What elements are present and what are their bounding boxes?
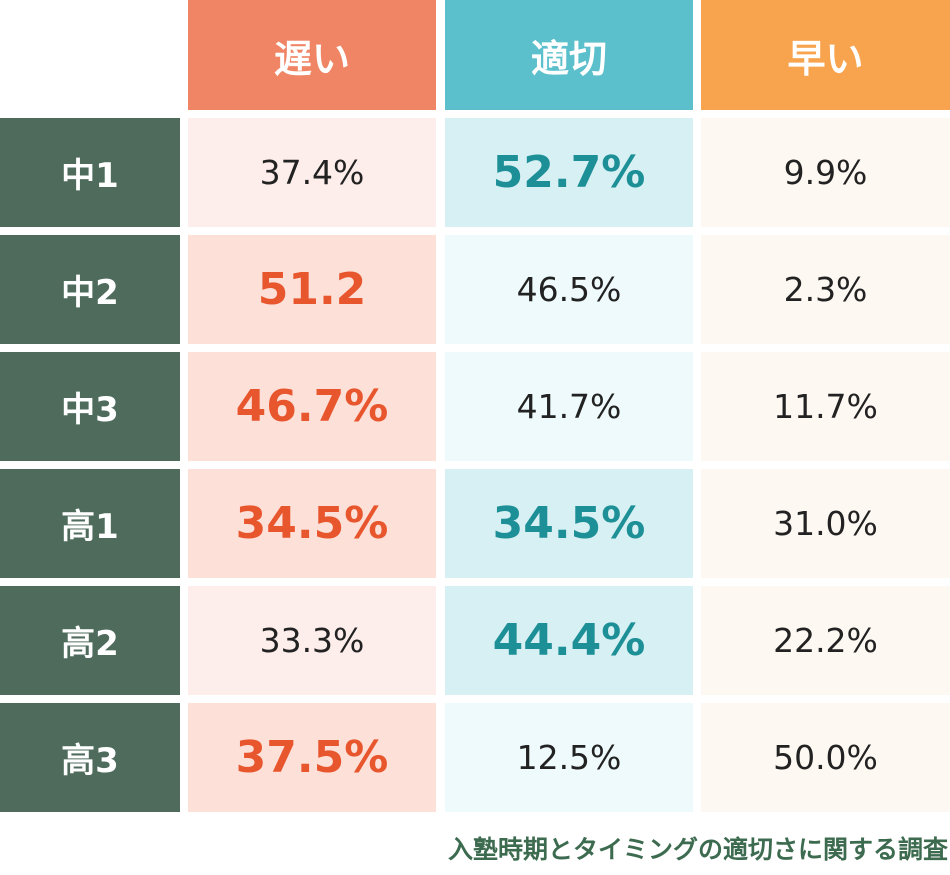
- table-cell-late: 34.5%: [188, 469, 436, 578]
- table-cell-late: 46.7%: [188, 352, 436, 461]
- row-header: 高2: [0, 586, 180, 695]
- table-cell-late: 51.2: [188, 235, 436, 344]
- table-cell-early: 9.9%: [701, 118, 950, 227]
- table-caption: 入塾時期とタイミングの適切さに関する調査: [447, 835, 948, 864]
- table-cell-ok: 34.5%: [445, 469, 693, 578]
- row-header: 高1: [0, 469, 180, 578]
- table-cell-late: 37.4%: [188, 118, 436, 227]
- row-header: 中1: [0, 118, 180, 227]
- table-cell-early: 50.0%: [701, 703, 950, 812]
- table-cell-ok: 12.5%: [445, 703, 693, 812]
- column-header-early: 早い: [701, 0, 950, 110]
- table-cell-early: 11.7%: [701, 352, 950, 461]
- table-cell-early: 31.0%: [701, 469, 950, 578]
- table-cell-ok: 44.4%: [445, 586, 693, 695]
- column-header-ok: 適切: [445, 0, 693, 110]
- row-header: 高3: [0, 703, 180, 812]
- column-header-late: 遅い: [188, 0, 436, 110]
- table-cell-early: 2.3%: [701, 235, 950, 344]
- row-header: 中2: [0, 235, 180, 344]
- table-cell-early: 22.2%: [701, 586, 950, 695]
- result-table: 遅い 適切 早い 中1 37.4% 52.7% 9.9% 中2 51.2 46.5% 2.3% 中3 4…: [0, 0, 950, 812]
- table-cell-late: 37.5%: [188, 703, 436, 812]
- table-cell-ok: 41.7%: [445, 352, 693, 461]
- table-cell-ok: 52.7%: [445, 118, 693, 227]
- table-cell-late: 33.3%: [188, 586, 436, 695]
- row-header: 中3: [0, 352, 180, 461]
- table-cell-ok: 46.5%: [445, 235, 693, 344]
